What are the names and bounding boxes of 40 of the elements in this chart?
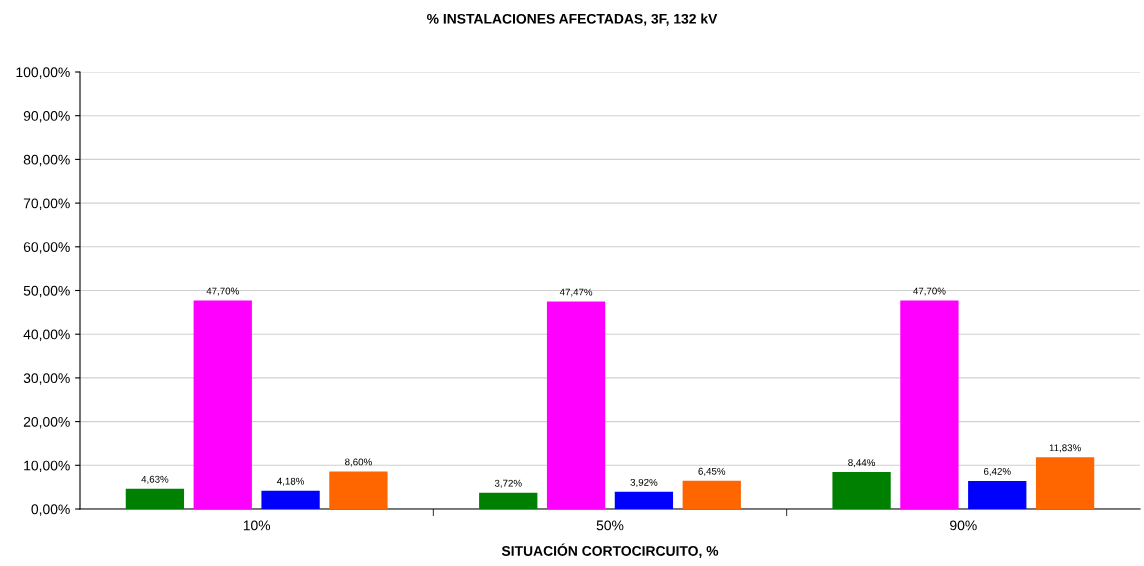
y-tick-label: 30,00% — [23, 373, 70, 385]
data-label: 4,18% — [277, 477, 305, 486]
x-tick-label: 90% — [950, 520, 977, 531]
bar — [968, 480, 1027, 509]
bar — [193, 300, 252, 509]
y-tick-label: 40,00% — [23, 329, 70, 342]
y-tick-label: 100,00% — [16, 67, 70, 79]
data-label: 11,83% — [1049, 444, 1081, 453]
data-label: 47,47% — [559, 288, 593, 297]
bar — [682, 480, 741, 509]
chart-title: % INSTALACIONES AFECTADAS, 3F, 132 kV — [427, 13, 718, 26]
data-label: 4,63% — [141, 475, 169, 484]
data-label: 3,92% — [630, 478, 658, 487]
y-tick-label: 0,00% — [31, 504, 70, 516]
x-tick-label: 10% — [243, 520, 271, 531]
data-label: 8,60% — [345, 458, 372, 467]
bar — [479, 492, 538, 509]
bar — [125, 488, 185, 509]
bar — [832, 472, 891, 509]
bar — [900, 300, 959, 509]
bar — [546, 301, 606, 509]
data-label: 6,42% — [983, 467, 1011, 476]
y-tick-label: 50,00% — [23, 285, 70, 298]
y-tick-label: 70,00% — [23, 198, 70, 210]
y-tick-label: 20,00% — [23, 416, 70, 429]
y-tick-label: 10,00% — [24, 460, 70, 473]
y-tick-label: 60,00% — [23, 242, 70, 254]
bar — [1035, 457, 1095, 509]
y-tick-label: 80,00% — [23, 154, 70, 167]
data-label: 3,72% — [494, 479, 522, 488]
data-label: 6,45% — [698, 467, 726, 476]
data-label: 8,44% — [848, 459, 876, 468]
bar — [614, 491, 674, 509]
bar — [329, 471, 388, 509]
data-label: 47,70% — [206, 287, 239, 296]
bar — [261, 490, 320, 509]
x-axis-title: SITUACIÓN CORTOCIRCUITO, % — [501, 543, 719, 558]
data-label: 47,70% — [913, 287, 946, 296]
y-tick-label: 90,00% — [23, 111, 70, 123]
x-tick-label: 50% — [596, 520, 624, 531]
